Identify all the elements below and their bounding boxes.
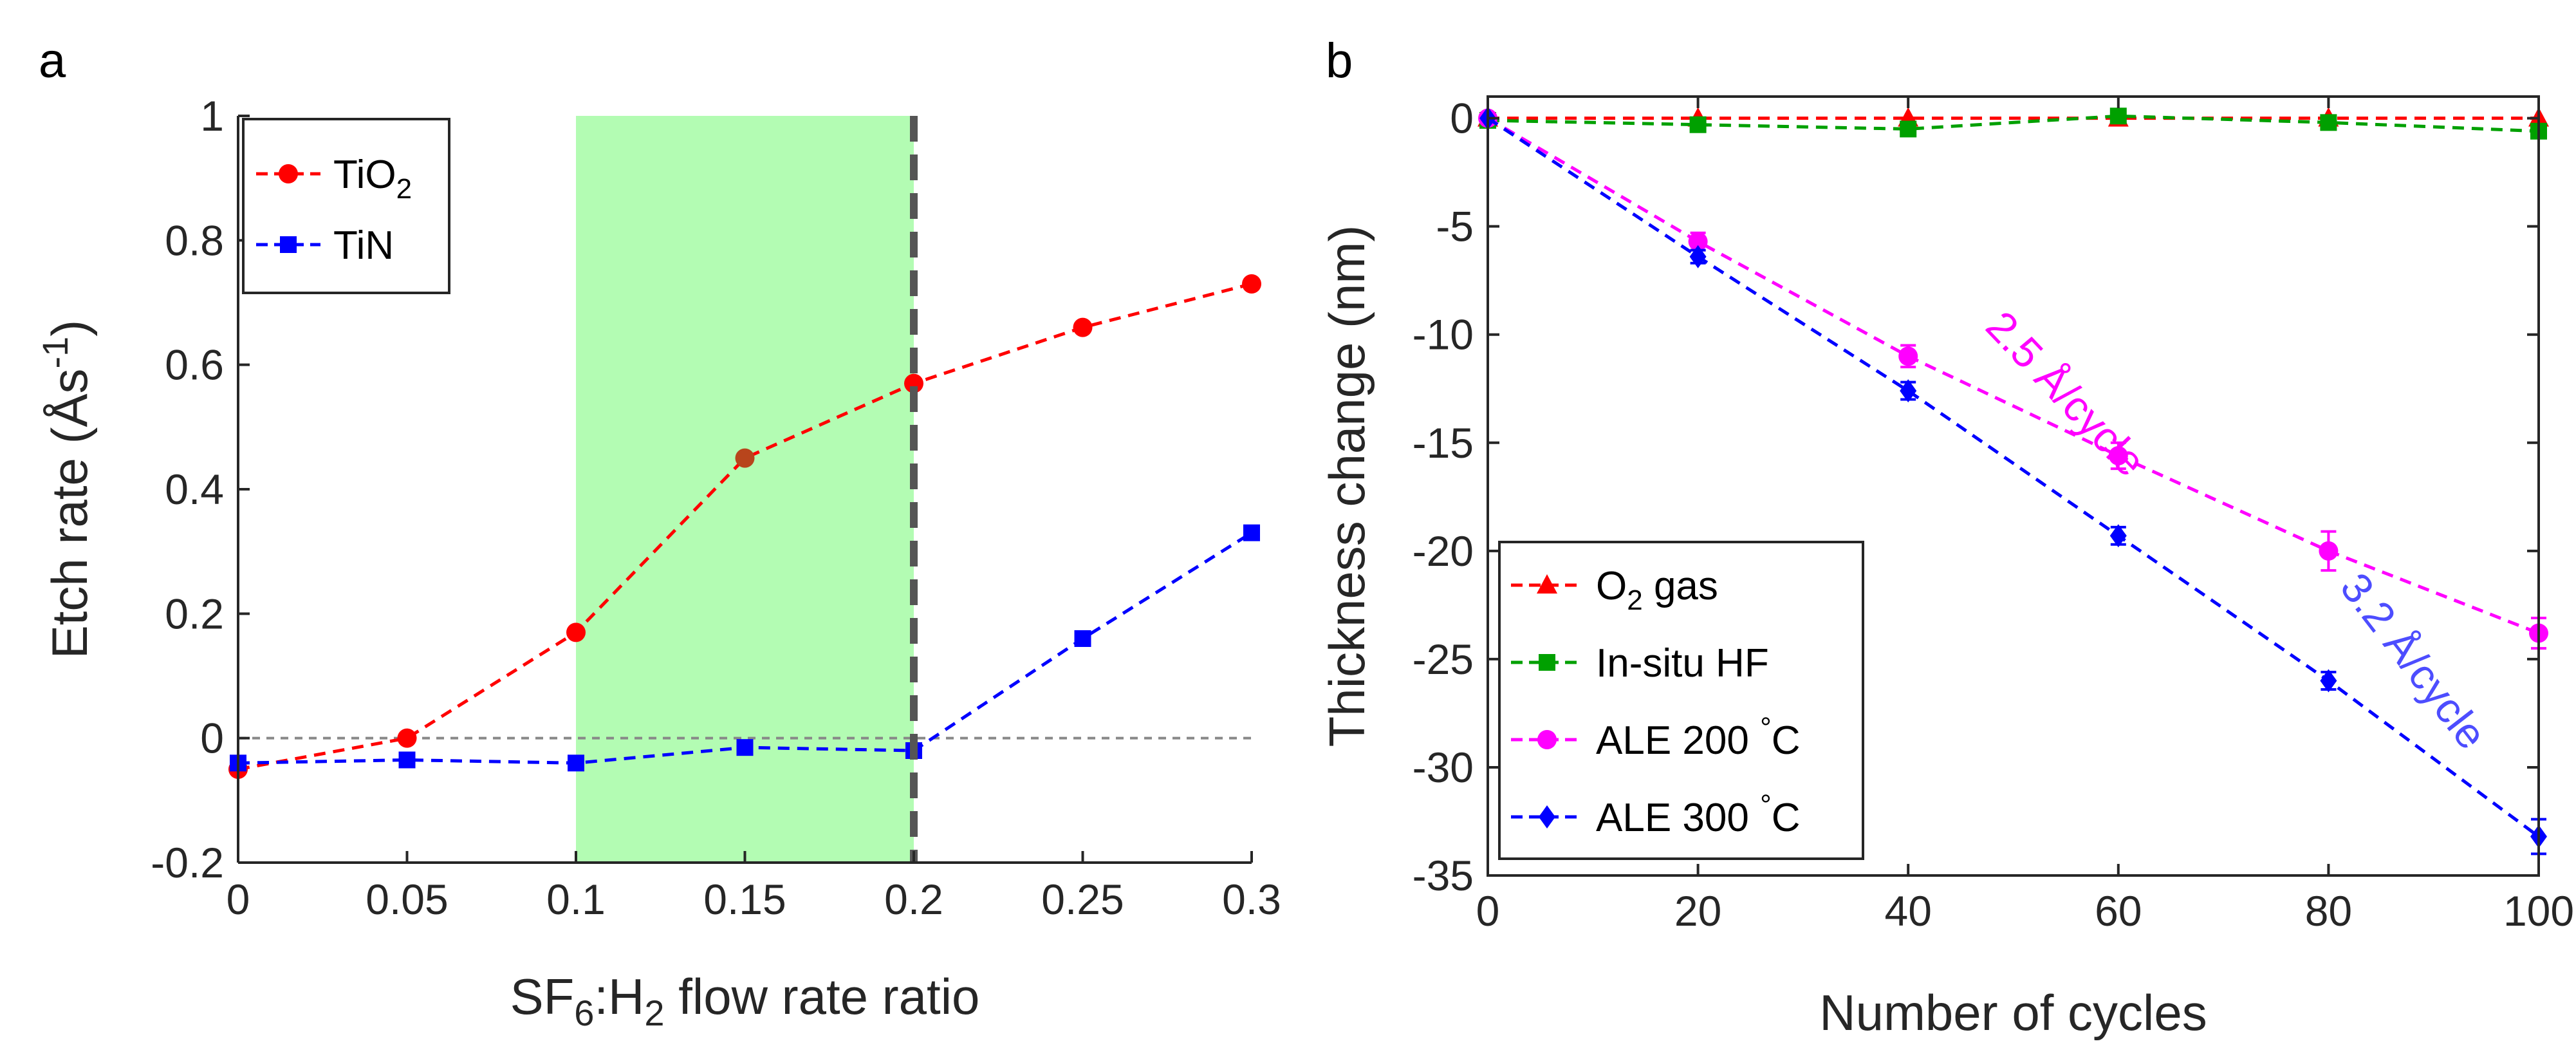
y-tick-label: -10 bbox=[1413, 311, 1474, 359]
data-point-ale-200-2-3 bbox=[2108, 445, 2128, 465]
legend-label: ALE 300 °C bbox=[1596, 789, 1800, 840]
y-tick-label: -15 bbox=[1413, 419, 1474, 467]
data-point-tio-2 bbox=[566, 622, 586, 642]
chart-panel-a: a 0 0.05 0.1 0.15 0.2 0.25 0.3-0.200.20.40.60.… bbox=[35, 33, 1281, 1033]
y-tick-label: 0.4 bbox=[165, 465, 224, 513]
y-tick-label: -25 bbox=[1413, 635, 1474, 683]
legend-entry-ale-300-3: ALE 300 °C bbox=[1511, 789, 1800, 840]
data-point-ale-300-3-4 bbox=[2320, 669, 2337, 693]
data-point-ale-200-2-4 bbox=[2319, 541, 2339, 561]
y-axis-label-a: Etch rate (Ås-1) bbox=[35, 320, 98, 659]
data-point-ale-200-2-1 bbox=[1688, 232, 1708, 252]
x-tick-label: 40 bbox=[1884, 887, 1931, 935]
data-point-tio-5 bbox=[1073, 317, 1093, 337]
y-tick-label: -20 bbox=[1413, 527, 1474, 575]
y-tick-label: -30 bbox=[1413, 744, 1474, 791]
legend-entry-in-situ-hf-1: In-situ HF bbox=[1511, 641, 1769, 686]
x-tick-label: 0.2 bbox=[884, 875, 943, 923]
x-tick-label: 0.25 bbox=[1041, 875, 1124, 923]
data-point-ale-300-3-3 bbox=[2109, 524, 2127, 548]
legend-label: ALE 200 °C bbox=[1596, 712, 1800, 763]
panel-label-a: a bbox=[39, 33, 66, 88]
x-tick-label: 100 bbox=[2503, 887, 2574, 935]
legend-box bbox=[242, 118, 450, 294]
plot-frame bbox=[1487, 95, 2540, 877]
legend-marker bbox=[280, 236, 297, 253]
x-tick-label: 0 bbox=[1476, 887, 1500, 935]
y-tick-label: 0 bbox=[1450, 95, 1474, 142]
data-point-tin-5 bbox=[1074, 630, 1091, 647]
x-tick-label: 0.1 bbox=[546, 875, 606, 923]
slope-annotation-0: 2.5 Å/cycle bbox=[1977, 302, 2154, 485]
legend-label: In-situ HF bbox=[1596, 641, 1769, 686]
legend-marker bbox=[1539, 654, 1555, 671]
panel-label-b: b bbox=[1326, 33, 1353, 88]
legend-entry-o-0: O2 gas bbox=[1511, 564, 1718, 616]
legend-label: TiN bbox=[333, 223, 394, 268]
x-tick-label: 0.15 bbox=[703, 875, 786, 923]
data-point-ale-300-3-2 bbox=[1900, 379, 1917, 403]
legend-entry-ale-200-2: ALE 200 °C bbox=[1511, 712, 1800, 763]
legend-marker bbox=[1537, 730, 1557, 749]
data-point-tio-3 bbox=[735, 448, 755, 468]
data-point-in-situ-hf-1-1 bbox=[1689, 116, 1707, 133]
data-point-ale-200-2-2 bbox=[1898, 346, 1918, 366]
legend-marker bbox=[1539, 805, 1555, 828]
series-line-in-situ-hf-1 bbox=[1487, 114, 2539, 133]
y-axis-label-b: Thickness change (nm) bbox=[1319, 225, 1375, 747]
legend-entry-tio: TiO2 bbox=[256, 153, 412, 205]
x-tick-label: 0.05 bbox=[366, 875, 448, 923]
y-tick-label: 0.2 bbox=[165, 590, 224, 637]
data-point-ale-300-3-1 bbox=[1689, 245, 1707, 268]
data-point-tio-4 bbox=[904, 373, 923, 393]
x-tick-label: 20 bbox=[1674, 887, 1721, 935]
highlight-region bbox=[576, 116, 914, 863]
x-tick-label: 0 bbox=[227, 875, 250, 923]
series-line-ale-300-3 bbox=[1487, 117, 2540, 838]
data-point-tin-1 bbox=[398, 751, 416, 769]
legend-box bbox=[1498, 541, 1864, 860]
x-tick-label: 60 bbox=[2095, 887, 2142, 935]
legend-marker bbox=[1537, 574, 1557, 594]
legend-entry-tin: TiN bbox=[256, 223, 394, 268]
data-point-tio-1 bbox=[397, 728, 417, 748]
y-tick-label: 0.6 bbox=[165, 341, 224, 389]
y-tick-label: 1 bbox=[200, 92, 224, 140]
data-point-in-situ-hf-1-2 bbox=[1900, 120, 1917, 138]
data-point-in-situ-hf-1-4 bbox=[2320, 114, 2337, 131]
y-tick-label: 0.8 bbox=[165, 216, 224, 264]
legend-marker bbox=[279, 164, 298, 183]
y-tick-label: -5 bbox=[1436, 203, 1474, 250]
x-axis-label-b: Number of cycles bbox=[1819, 984, 2207, 1041]
y-tick-label: 0 bbox=[200, 715, 224, 762]
data-point-tio-6 bbox=[1242, 274, 1261, 294]
chart-panel-b: b 0 20 40 60 80 100 0 -5 -10 -15 -20 -25 -30 -35 2.5 … bbox=[1319, 33, 2574, 1041]
series-line-ale-200-2 bbox=[1487, 117, 2539, 635]
legend-label: O2 gas bbox=[1596, 564, 1718, 616]
y-tick-label: -0.2 bbox=[151, 839, 224, 886]
y-tick-label: -35 bbox=[1413, 852, 1474, 899]
data-point-tin-3 bbox=[736, 739, 754, 756]
x-tick-label: 80 bbox=[2305, 887, 2352, 935]
x-tick-label: 0.3 bbox=[1222, 875, 1281, 923]
data-point-tin-2 bbox=[568, 754, 584, 772]
data-point-tin-6 bbox=[1243, 524, 1260, 541]
legend-label: TiO2 bbox=[333, 153, 412, 205]
data-point-in-situ-hf-1-3 bbox=[2109, 108, 2127, 125]
x-axis-label-a: SF6:H2 flow rate ratio bbox=[510, 968, 980, 1033]
slope-annotation-1: 3.2 Å/cycle bbox=[2331, 564, 2496, 758]
